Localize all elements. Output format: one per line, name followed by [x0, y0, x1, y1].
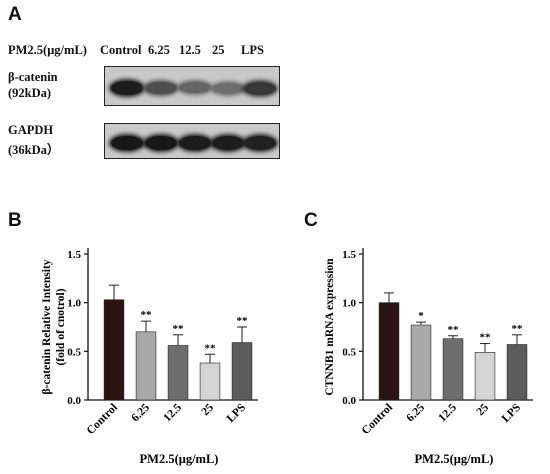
category-label: 6.25 — [404, 401, 427, 424]
treatment-label: PM2.5(μg/mL) — [8, 43, 87, 57]
y-axis-label: CTNNB1 mRNA expression — [324, 258, 336, 396]
significance-mark: ** — [237, 315, 249, 327]
band — [111, 81, 143, 95]
y-tick-label: 1.5 — [342, 249, 356, 261]
bar — [199, 362, 221, 401]
x-axis-label: PM2.5(μg/mL) — [415, 452, 494, 466]
bar — [506, 344, 528, 401]
significance-mark: ** — [205, 342, 217, 354]
bar — [231, 342, 253, 401]
band — [145, 82, 177, 94]
band — [179, 136, 211, 150]
lane-label-lps: LPS — [241, 43, 264, 57]
blot-gapdh — [104, 123, 280, 159]
significance-mark: ** — [448, 324, 460, 336]
significance-mark: ** — [173, 323, 185, 335]
band — [111, 136, 143, 150]
bar — [410, 324, 432, 401]
band — [212, 83, 244, 94]
y-tick-label: 0.0 — [342, 395, 356, 407]
y-axis-label: β-catenin Relative Intensity — [41, 259, 53, 394]
band — [244, 82, 276, 95]
significance-mark: ** — [480, 332, 492, 344]
panel-letter-a: A — [8, 4, 22, 25]
y-tick-label: 1.0 — [342, 298, 356, 310]
y-tick-label: 1.0 — [67, 298, 81, 310]
category-label: 6.25 — [129, 401, 152, 424]
category-label: LPS — [225, 402, 248, 425]
chart-c: 0.0 0.5 1.0 1.5 Control * 6.25 ** 12.5 ** 25 ** LPS P… — [324, 248, 533, 466]
chart-b: 0.0 0.5 1.0 1.5 Control ** 6.25 ** 12.5 ** 25 ** LPS… — [41, 248, 258, 466]
category-label: Control — [85, 402, 120, 437]
lane-label-6-25: 6.25 — [148, 43, 170, 57]
blot-label-gapdh-kda: (36kDa） — [8, 143, 60, 157]
y-axis-label-line2: (fold of cnotrol) — [55, 288, 67, 365]
y-tick-label: 0.0 — [67, 395, 81, 407]
band — [212, 136, 244, 150]
category-label: LPS — [500, 402, 523, 425]
blot-beta-catenin — [104, 66, 280, 106]
bar — [135, 331, 157, 401]
bar — [103, 299, 125, 401]
bar — [442, 338, 464, 401]
band — [244, 136, 276, 150]
panel-letter-c: C — [304, 210, 318, 231]
y-tick-label: 1.5 — [67, 249, 81, 261]
y-tick-label: 0.5 — [342, 346, 356, 358]
blot-label-beta-catenin-kda: (92kDa) — [8, 86, 52, 100]
bar — [474, 352, 496, 401]
band — [179, 82, 211, 93]
x-axis-label: PM2.5(μg/mL) — [140, 452, 219, 466]
blot-label-gapdh: GAPDH — [8, 123, 54, 137]
significance-mark: ** — [512, 323, 524, 335]
lane-label-25: 25 — [212, 43, 225, 57]
y-tick-label: 0.5 — [67, 346, 81, 358]
lane-label-12-5: 12.5 — [179, 43, 201, 57]
category-label: 12.5 — [161, 401, 184, 424]
bar — [167, 345, 189, 401]
band — [145, 136, 177, 150]
category-label: 12.5 — [436, 401, 459, 424]
category-label: Control — [360, 402, 395, 437]
bar — [378, 302, 400, 401]
blot-label-beta-catenin: β-catenin — [8, 70, 58, 84]
category-label: 25 — [200, 401, 217, 418]
lane-label-control: Control — [100, 43, 142, 57]
significance-mark: ** — [141, 309, 153, 321]
category-label: 25 — [475, 401, 492, 418]
panel-letter-b: B — [8, 210, 22, 231]
significance-mark: * — [418, 310, 424, 322]
